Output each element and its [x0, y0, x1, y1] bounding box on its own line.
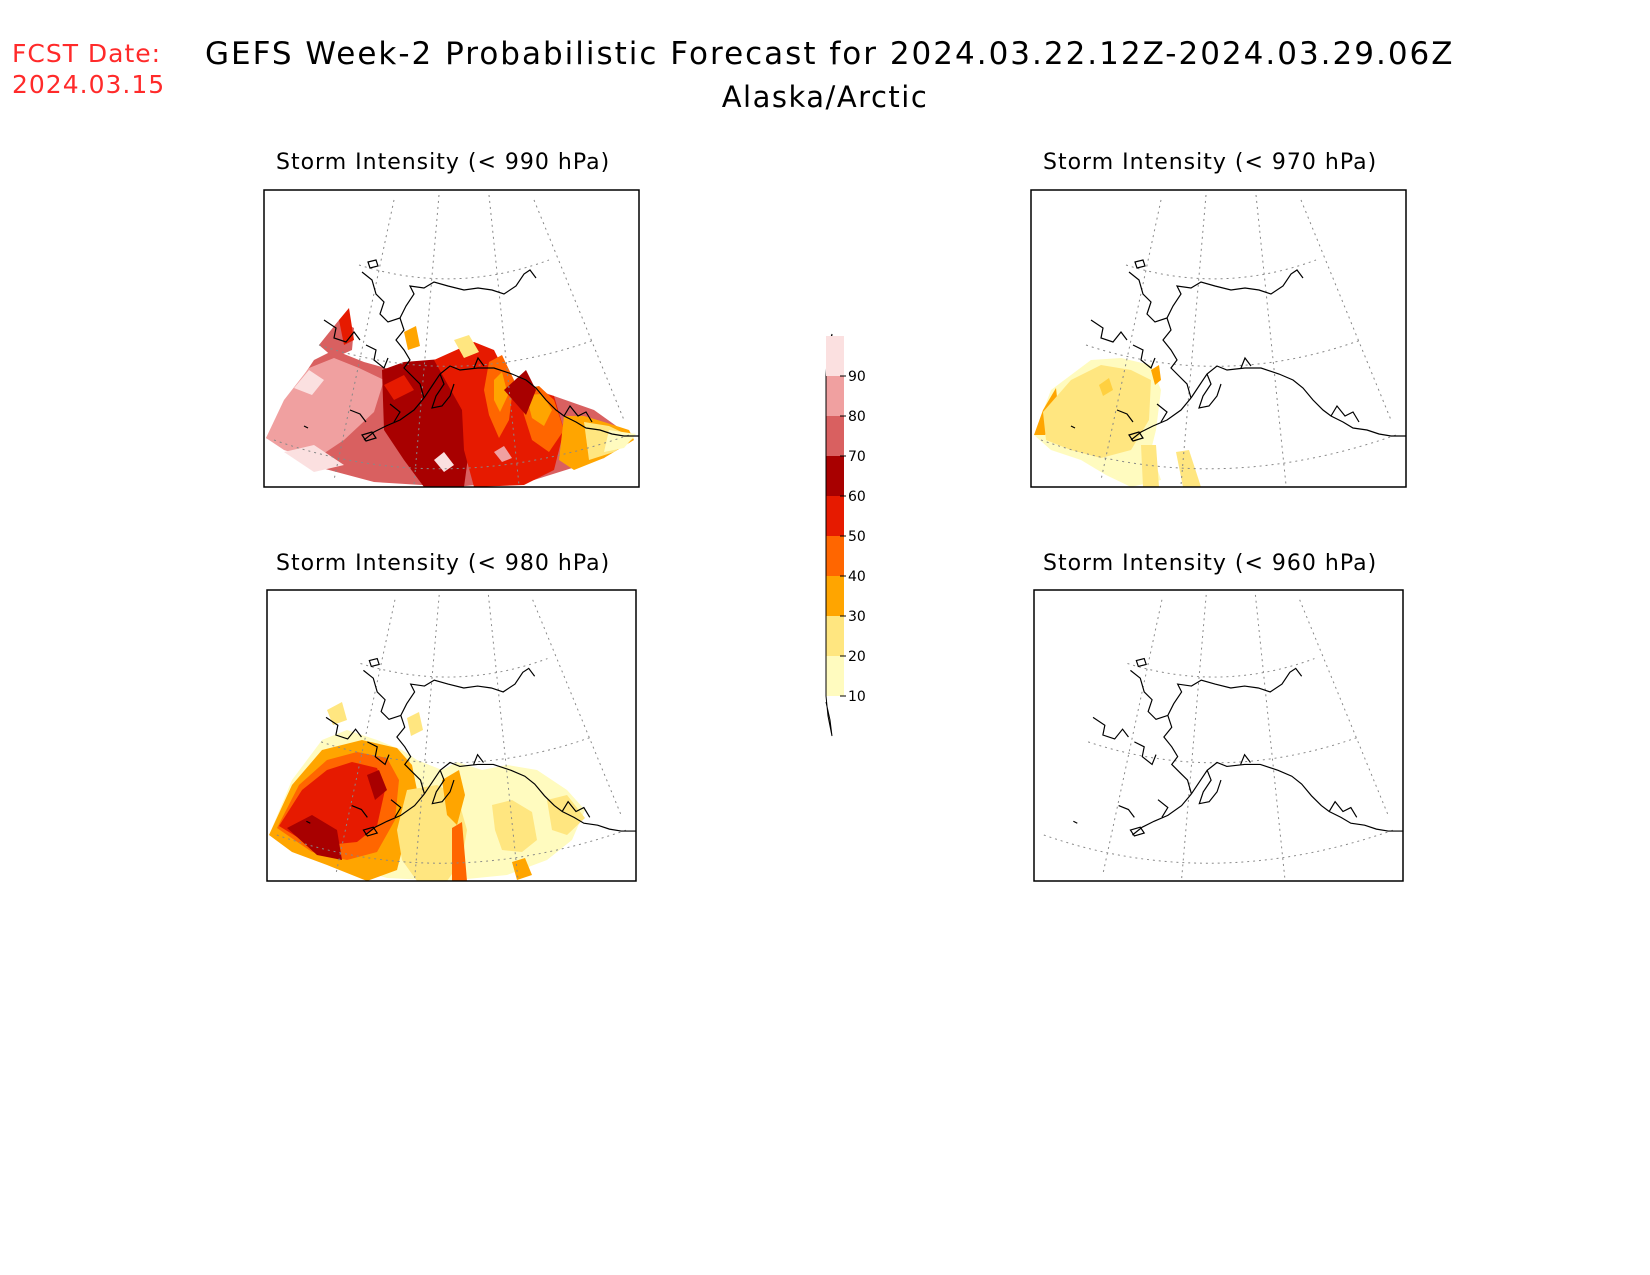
colorbar-label-30: 30 [848, 609, 866, 625]
colorbar-tail-low [825, 695, 833, 737]
panel-960 [1033, 589, 1404, 882]
panel-title-990: Storm Intensity (< 990 hPa) [276, 150, 611, 175]
colorbar-swatch-70 [826, 416, 844, 456]
colorbar-label-80: 80 [848, 409, 866, 425]
colorbar-label-70: 70 [848, 449, 866, 465]
colorbar-label-50: 50 [848, 529, 866, 545]
fcst-date-value: 2024.03.15 [12, 70, 166, 99]
colorbar-label-10: 10 [848, 689, 866, 705]
colorbar-swatch-50 [826, 496, 844, 536]
panel-title-960: Storm Intensity (< 960 hPa) [1043, 551, 1378, 576]
colorbar-swatch-10 [826, 656, 844, 696]
panel-title-970: Storm Intensity (< 970 hPa) [1043, 150, 1378, 175]
panel-990 [263, 189, 640, 488]
colorbar-swatch-60 [826, 456, 844, 496]
colorbar-label-20: 20 [848, 649, 866, 665]
panel-title-980: Storm Intensity (< 980 hPa) [276, 551, 611, 576]
colorbar-swatch-90 [826, 336, 844, 376]
fcst-label: FCST Date: [12, 39, 162, 68]
panel-980 [266, 589, 637, 882]
colorbar-swatch-40 [826, 536, 844, 576]
prob-shading-970 [1034, 358, 1201, 487]
panel-970 [1030, 189, 1407, 488]
forecast-date: FCST Date: 2024.03.15 [12, 38, 165, 100]
colorbar: 10 20 30 40 50 60 70 80 90 [825, 333, 866, 737]
page-title-text: GEFS Week-2 Probabilistic Forecast for 2… [205, 36, 1455, 72]
prob-shading-990 [266, 308, 636, 487]
colorbar-label-60: 60 [848, 489, 866, 505]
colorbar-swatch-30 [826, 576, 844, 616]
colorbar-swatch-20 [826, 616, 844, 656]
colorbar-swatch-80 [826, 376, 844, 416]
colorbar-label-90: 90 [848, 369, 866, 385]
region-subtitle: Alaska/Arctic [721, 80, 929, 114]
colorbar-label-40: 40 [848, 569, 866, 585]
